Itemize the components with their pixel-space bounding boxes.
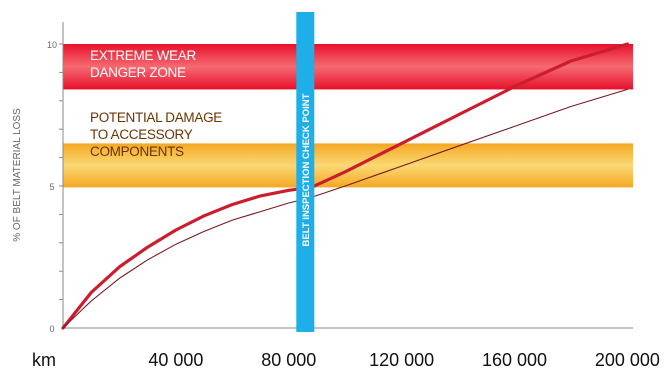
checkpoint-label: BELT INSPECTION CHECK POINT [301,93,312,246]
x-tick-label: 200 000 [595,350,660,370]
zone-label-potential-line: TO ACCESSORY [90,127,193,142]
x-unit-label: km [32,350,56,370]
y-axis-label: % OF BELT MATERIAL LOSS [12,108,23,242]
zone-band-danger [63,44,633,90]
x-tick-label: 120 000 [369,350,434,370]
checkpoint-layer: BELT INSPECTION CHECK POINT [296,12,315,332]
ticks-layer: 0 5 10 40 000 80 000 120 000 160 000 200 000 km%… [12,40,660,370]
zones-layer [63,44,633,188]
y-tick-label: 5 [49,182,54,192]
series-layer [61,42,629,330]
zone-band-potential [63,143,633,188]
x-tick-label: 40 000 [148,350,203,370]
y-tick-label: 10 [47,40,57,50]
zone-labels-layer: EXTREME WEAR DANGER ZONE POTENTIAL DAMAGE T… [90,48,223,159]
series-line-1 [61,42,629,330]
checkpoint-bar [296,12,315,332]
x-tick-label: 160 000 [482,350,547,370]
zone-label-potential-line: COMPONENTS [90,144,184,159]
axes-layer [59,22,633,329]
zone-label-danger-line: DANGER ZONE [90,65,186,80]
zone-label-potential-line: POTENTIAL DAMAGE [90,110,222,125]
x-tick-label: 80 000 [261,350,316,370]
y-tick-label: 0 [49,324,54,334]
zone-label-danger-line: EXTREME WEAR [90,48,196,63]
series-line-2 [62,88,628,329]
